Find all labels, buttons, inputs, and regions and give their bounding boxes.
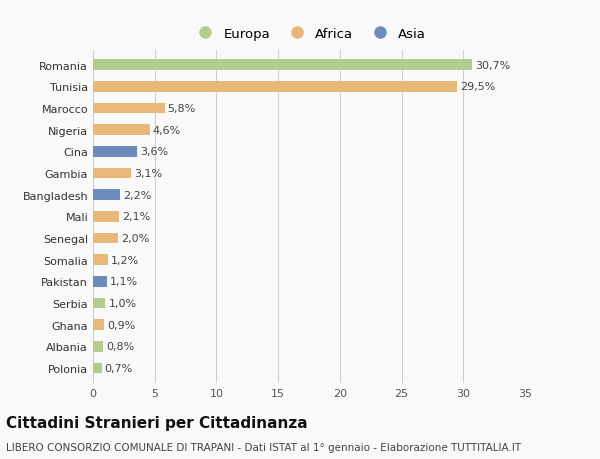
Bar — [93, 146, 137, 157]
Bar — [93, 190, 120, 201]
Text: 3,1%: 3,1% — [134, 168, 163, 179]
Bar — [93, 233, 118, 244]
Bar — [93, 60, 472, 71]
Text: 1,0%: 1,0% — [109, 298, 137, 308]
Bar — [93, 82, 457, 93]
Text: 29,5%: 29,5% — [460, 82, 496, 92]
Bar — [93, 212, 119, 222]
Text: 0,8%: 0,8% — [106, 341, 134, 352]
Text: 4,6%: 4,6% — [153, 125, 181, 135]
Bar — [93, 341, 103, 352]
Bar — [93, 255, 108, 265]
Bar — [93, 125, 150, 136]
Text: 5,8%: 5,8% — [167, 104, 196, 114]
Text: 2,0%: 2,0% — [121, 234, 149, 243]
Bar — [93, 298, 106, 309]
Text: 1,2%: 1,2% — [111, 255, 139, 265]
Text: LIBERO CONSORZIO COMUNALE DI TRAPANI - Dati ISTAT al 1° gennaio - Elaborazione T: LIBERO CONSORZIO COMUNALE DI TRAPANI - D… — [6, 442, 521, 452]
Text: 0,7%: 0,7% — [105, 363, 133, 373]
Text: 3,6%: 3,6% — [140, 147, 169, 157]
Text: 30,7%: 30,7% — [475, 61, 510, 71]
Text: 1,1%: 1,1% — [110, 277, 138, 287]
Text: Cittadini Stranieri per Cittadinanza: Cittadini Stranieri per Cittadinanza — [6, 415, 308, 431]
Bar — [93, 319, 104, 330]
Legend: Europa, Africa, Asia: Europa, Africa, Asia — [188, 24, 430, 45]
Bar — [93, 363, 101, 374]
Text: 0,9%: 0,9% — [107, 320, 136, 330]
Bar — [93, 276, 107, 287]
Bar — [93, 168, 131, 179]
Text: 2,2%: 2,2% — [123, 190, 152, 200]
Text: 2,1%: 2,1% — [122, 212, 150, 222]
Bar — [93, 103, 164, 114]
